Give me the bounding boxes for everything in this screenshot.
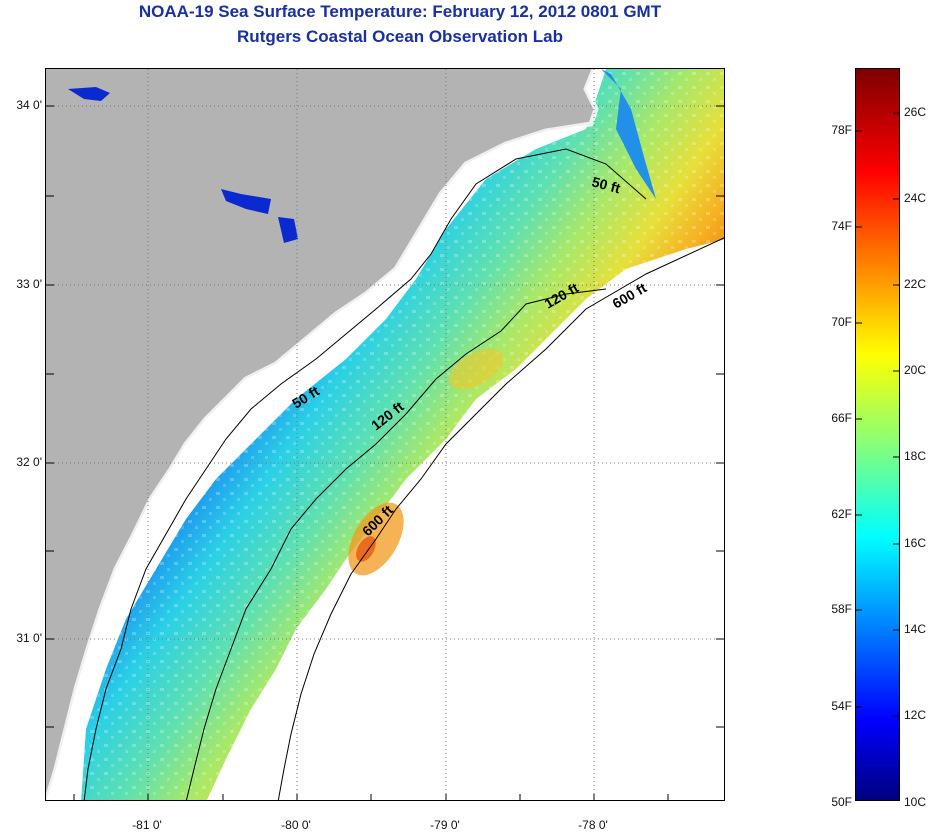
sst-map-svg: 50 ft 50 ft 120 ft 120 ft 600 ft 600 ft (46, 69, 724, 800)
contour-50ft (83, 148, 647, 800)
map-subtitle: Rutgers Coastal Ocean Observation Lab (237, 27, 563, 46)
colorbar-f-label: 58F (831, 602, 852, 616)
contour-label-50ft-north: 50 ft (590, 173, 622, 196)
lon-label-80: -80 0' (281, 818, 311, 832)
colorbar-c-label: 12C (904, 708, 927, 722)
colorbar-c-label: 26C (904, 105, 927, 119)
land (46, 69, 596, 800)
colorbar (855, 68, 900, 801)
colorbar-c-label: 18C (904, 449, 927, 463)
sst-map: 50 ft 50 ft 120 ft 120 ft 600 ft 600 ft (45, 68, 725, 801)
colorbar-c-label: 16C (904, 536, 927, 550)
colorbar-f-label: 62F (831, 507, 852, 521)
colorbar-f-label: 74F (831, 219, 852, 233)
colorbar-c-label: 14C (904, 622, 927, 636)
lat-label-32: 32 0' (16, 455, 42, 469)
colorbar-c-label: 22C (904, 277, 927, 291)
lon-label-81: -81 0' (132, 818, 162, 832)
lat-label-34: 34 0' (16, 98, 42, 112)
lon-label-78: -78 0' (578, 818, 608, 832)
contour-600ft (277, 237, 724, 800)
colorbar-svg (856, 69, 899, 800)
lon-label-79: -79 0' (430, 818, 460, 832)
colorbar-f-label: 70F (831, 315, 852, 329)
lat-label-31: 31 0' (16, 631, 42, 645)
lat-label-33: 33 0' (16, 277, 42, 291)
colorbar-f-label: 66F (831, 411, 852, 425)
graticule (46, 69, 724, 800)
contour-120ft (185, 288, 607, 800)
colorbar-f-label: 50F (831, 795, 852, 809)
colorbar-c-label: 10C (904, 795, 927, 809)
colorbar-c-label: 24C (904, 191, 927, 205)
colorbar-c-label: 20C (904, 363, 927, 377)
colorbar-f-label: 54F (831, 699, 852, 713)
map-title: NOAA-19 Sea Surface Temperature: Februar… (138, 2, 662, 21)
colorbar-f-label: 78F (831, 123, 852, 137)
